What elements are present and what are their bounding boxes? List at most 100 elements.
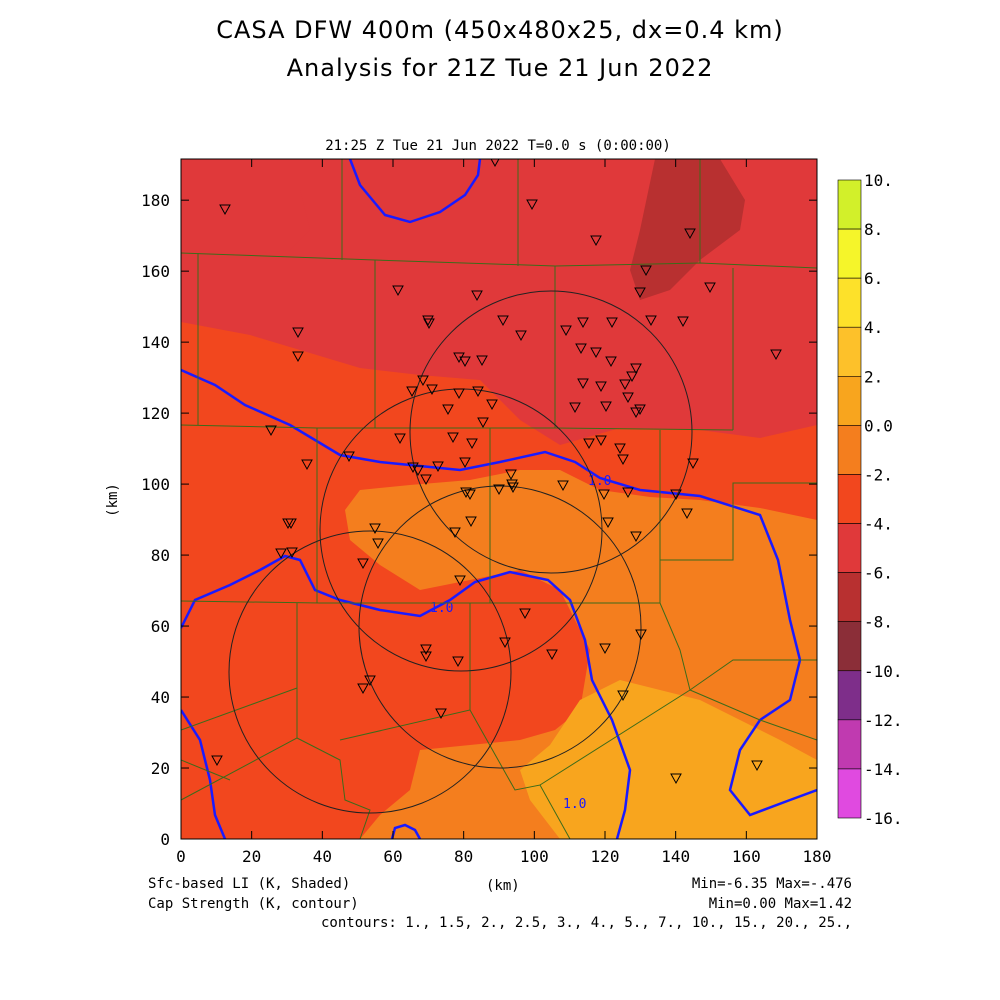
station-marker-icon: [265, 425, 277, 437]
station-marker-icon: [435, 708, 447, 720]
station-marker-icon: [507, 482, 519, 494]
y-tick-label: 60: [151, 617, 170, 636]
station-marker-icon: [292, 327, 304, 339]
colorbar-swatch: [837, 621, 862, 672]
station-marker-icon: [364, 675, 376, 687]
colorbar-swatch: [837, 670, 862, 721]
station-marker-icon: [670, 773, 682, 785]
station-marker-icon: [449, 527, 461, 539]
station-marker-icon: [357, 558, 369, 570]
station-marker-icon: [453, 388, 465, 400]
y-tick-label: 140: [141, 333, 170, 352]
station-marker-icon: [447, 432, 459, 444]
station-marker-icon: [569, 402, 581, 414]
contour-southwest: [181, 709, 227, 839]
contour-levels: contours: 1., 1.5, 2., 2.5, 3., 4., 5., …: [320, 915, 852, 931]
station-marker-icon: [684, 228, 696, 240]
station-marker-icon: [600, 401, 612, 413]
station-marker-icon: [598, 489, 610, 501]
station-marker-icon: [292, 351, 304, 363]
station-marker-icon: [420, 651, 432, 663]
station-marker-icon: [211, 755, 223, 767]
station-marker-icon: [301, 459, 313, 471]
colorbar-label: -8.: [864, 613, 893, 632]
contour-minmax: Min=0.00 Max=1.42: [708, 896, 852, 912]
y-tick-label: 20: [151, 759, 170, 778]
station-marker-icon: [423, 318, 435, 330]
contour-middle: [181, 554, 632, 839]
colorbar: 10. 8. 6. 4. 2. 0.0 -2. -4. -6. -8. -10. -12. -14. -1…: [837, 171, 903, 828]
station-marker-icon: [599, 643, 611, 655]
station-marker-icon: [426, 384, 438, 396]
figure-title: CASA DFW 400m (450x480x25, dx=0.4 km): [216, 16, 784, 44]
station-marker-icon: [454, 575, 466, 587]
map-area: 1.0 1.0 1.0: [181, 159, 817, 839]
station-marker-icon: [420, 474, 432, 486]
shaded-minmax: Min=-6.35 Max=-.476: [691, 876, 852, 892]
x-tick-label: 160: [732, 847, 761, 866]
station-marker-icon: [343, 451, 355, 463]
x-tick-label: 60: [383, 847, 402, 866]
plot-subtitle: 21:25 Z Tue 21 Jun 2022 T=0.0 s (0:00:00…: [325, 138, 671, 154]
station-marker-icon: [590, 235, 602, 247]
station-marker-icon: [595, 435, 607, 447]
colorbar-swatch: [837, 277, 862, 328]
x-tick-label: 180: [803, 847, 832, 866]
contour-label: 1.0: [563, 797, 586, 812]
y-tick-label: 80: [151, 546, 170, 565]
colorbar-swatch: [837, 179, 862, 230]
colorbar-label: 2.: [864, 367, 883, 386]
station-marker-icon: [670, 489, 682, 501]
station-marker-icon: [420, 644, 432, 656]
station-marker-icon: [640, 265, 652, 277]
colorbar-swatch: [837, 474, 862, 524]
station-marker-icon: [515, 330, 527, 342]
colorbar-swatch: [837, 425, 862, 475]
station-marker-icon: [459, 457, 471, 469]
station-marker-icon: [394, 433, 406, 445]
shaded-field-label: Sfc-based LI (K, Shaded): [148, 876, 351, 892]
station-marker-icon: [577, 317, 589, 329]
station-marker-icon: [622, 392, 634, 404]
station-marker-icon: [634, 404, 646, 416]
x-tick-label: 120: [591, 847, 620, 866]
station-marker-icon: [275, 548, 287, 560]
station-marker-icon: [477, 417, 489, 429]
colorbar-swatch: [837, 523, 862, 573]
colorbar-swatch: [837, 768, 862, 819]
figure-subtitle: Analysis for 21Z Tue 21 Jun 2022: [286, 54, 714, 82]
station-marker-icon: [219, 204, 231, 216]
station-marker-icon: [630, 407, 642, 419]
colorbar-label: 10.: [864, 171, 893, 190]
station-marker-icon: [619, 379, 631, 391]
x-tick-label: 0: [176, 847, 186, 866]
station-marker-icon: [472, 386, 484, 398]
station-marker-icon: [490, 159, 500, 168]
station-marker-icon: [417, 375, 429, 387]
station-marker-icon: [634, 287, 646, 299]
station-marker-icon: [677, 316, 689, 328]
station-marker-icon: [286, 547, 298, 559]
colorbar-label: 6.: [864, 269, 883, 288]
station-marker-icon: [412, 465, 424, 477]
station-marker-icon: [465, 516, 477, 528]
y-tick-label: 180: [141, 191, 170, 210]
station-marker-icon: [605, 356, 617, 368]
station-marker-icon: [369, 523, 381, 535]
station-marker-icon: [626, 371, 638, 383]
colorbar-label: 8.: [864, 220, 883, 239]
x-tick-label: 20: [242, 847, 261, 866]
station-marker-icon: [630, 531, 642, 543]
station-marker-icon: [630, 363, 642, 375]
station-marker-icon: [635, 629, 647, 641]
station-marker-icon: [459, 356, 471, 368]
station-marker-icon: [471, 290, 483, 302]
x-tick-label: 80: [454, 847, 473, 866]
colorbar-label: -10.: [864, 662, 903, 681]
contour-field-label: Cap Strength (K, contour): [148, 896, 359, 912]
station-marker-icon: [493, 484, 505, 496]
station-marker-icon: [499, 637, 511, 649]
station-marker-icon: [285, 518, 297, 530]
station-marker-icon: [583, 438, 595, 450]
